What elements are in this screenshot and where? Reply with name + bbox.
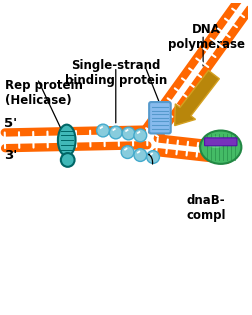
Circle shape xyxy=(122,127,134,140)
Ellipse shape xyxy=(206,136,224,148)
Circle shape xyxy=(133,149,146,161)
Text: DNA
polymerase: DNA polymerase xyxy=(167,23,244,51)
FancyBboxPatch shape xyxy=(148,102,170,134)
Circle shape xyxy=(133,129,146,142)
Text: Rep protein
(Helicase): Rep protein (Helicase) xyxy=(5,78,82,106)
Circle shape xyxy=(109,126,122,139)
Polygon shape xyxy=(174,70,218,126)
Text: 5': 5' xyxy=(4,117,17,130)
Circle shape xyxy=(121,146,133,158)
FancyArrowPatch shape xyxy=(148,154,152,164)
Ellipse shape xyxy=(60,153,74,167)
Ellipse shape xyxy=(199,130,240,164)
Text: dnaB-
compl: dnaB- compl xyxy=(186,194,225,222)
Text: Single-strand
binding protein: Single-strand binding protein xyxy=(65,59,166,87)
Text: 3': 3' xyxy=(4,149,17,162)
Circle shape xyxy=(96,124,109,137)
Ellipse shape xyxy=(58,125,75,156)
FancyBboxPatch shape xyxy=(204,138,236,146)
Circle shape xyxy=(146,151,159,163)
